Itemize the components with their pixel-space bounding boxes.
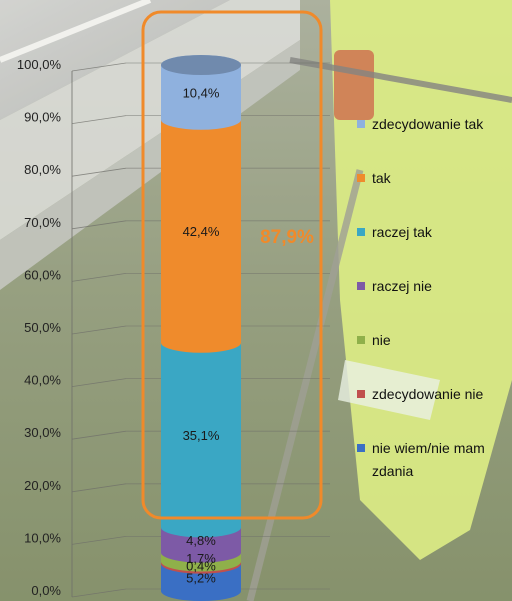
y-tick-label: 10,0%	[24, 530, 61, 545]
gridline	[71, 273, 127, 282]
gridline	[71, 536, 127, 545]
gridline	[71, 325, 127, 335]
y-tick-label: 30,0%	[24, 425, 61, 440]
legend-label: zdecydowanie tak	[372, 116, 484, 132]
y-tick-label: 70,0%	[24, 215, 61, 230]
gridline	[71, 483, 127, 493]
bar-segment	[161, 55, 241, 130]
data-label: 35,1%	[183, 428, 220, 443]
legend: zdecydowanie tak tak raczej tak raczej nie n…	[357, 116, 485, 479]
y-tick-label: 20,0%	[24, 478, 61, 493]
legend-swatch	[357, 120, 365, 128]
gridline	[71, 220, 127, 230]
legend-label: zdecydowanie nie	[372, 386, 484, 402]
data-label: 10,4%	[183, 85, 220, 100]
legend-label: raczej nie	[372, 278, 432, 294]
bar-segment	[161, 109, 241, 353]
gridline	[71, 167, 127, 177]
data-label: 1,7%	[186, 551, 216, 566]
data-label: 4,8%	[186, 533, 216, 548]
legend-swatch	[357, 336, 365, 344]
legend-label: raczej tak	[372, 224, 433, 240]
y-tick-label: 0,0%	[31, 583, 61, 598]
data-label: 5,2%	[186, 570, 216, 585]
y-axis: 0,0% 10,0% 20,0% 30,0% 40,0% 50,0% 60,0% 70,0% 8…	[17, 57, 62, 598]
legend-swatch	[357, 390, 365, 398]
y-tick-label: 50,0%	[24, 320, 61, 335]
legend-swatch	[357, 174, 365, 182]
legend-swatch	[357, 282, 365, 290]
y-tick-label: 90,0%	[24, 110, 61, 125]
highlight-frame	[141, 10, 323, 520]
bar-stack	[161, 55, 241, 601]
data-labels: 5,2%0,4%1,7% 4,8% 35,1% 42,4% 10,4%	[183, 85, 220, 585]
legend-swatch	[357, 444, 365, 452]
y-tick-label: 80,0%	[24, 162, 61, 177]
gridline	[71, 62, 127, 72]
legend-label: nie wiem/nie mam zdania	[372, 440, 485, 479]
gridline	[71, 115, 127, 124]
y-tick-label: 40,0%	[24, 373, 61, 388]
legend-label: tak	[372, 170, 392, 186]
data-label: 0,4%	[186, 559, 216, 574]
annotation-percentage: 87,9%	[260, 227, 314, 248]
bar-top-cap	[161, 55, 241, 75]
legend-label: nie	[372, 332, 391, 348]
data-label: 42,4%	[183, 224, 220, 239]
gridline	[71, 588, 127, 598]
legend-swatch	[357, 228, 365, 236]
gridline	[71, 430, 127, 440]
gridline	[71, 378, 127, 387]
y-tick-label: 60,0%	[24, 267, 61, 282]
y-tick-label: 100,0%	[17, 57, 62, 72]
bar-segment	[161, 332, 241, 538]
